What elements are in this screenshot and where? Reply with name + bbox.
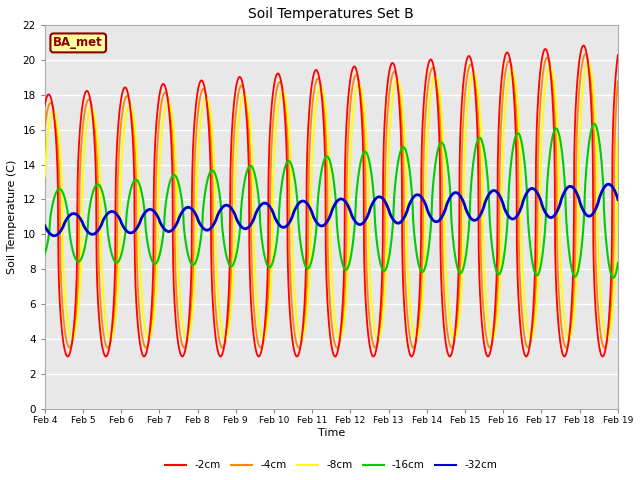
Legend: -2cm, -4cm, -8cm, -16cm, -32cm: -2cm, -4cm, -8cm, -16cm, -32cm — [161, 456, 502, 475]
Title: Soil Temperatures Set B: Soil Temperatures Set B — [248, 7, 414, 21]
Text: BA_met: BA_met — [53, 36, 103, 49]
Y-axis label: Soil Temperature (C): Soil Temperature (C) — [7, 160, 17, 274]
X-axis label: Time: Time — [317, 428, 345, 438]
